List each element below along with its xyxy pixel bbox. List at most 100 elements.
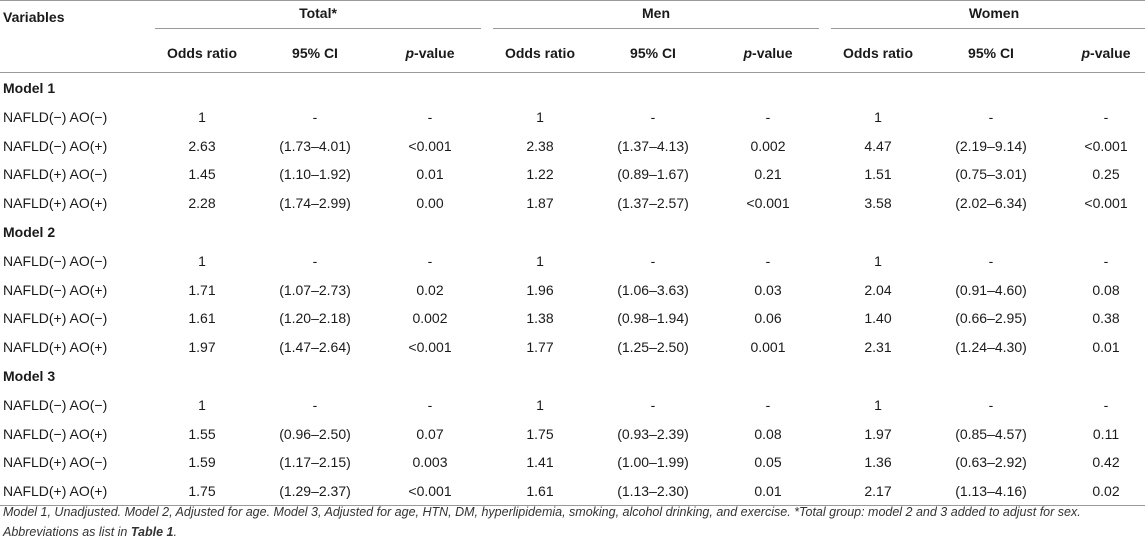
table-row: NAFLD(−) AO(−) 1 - - 1 - - 1 - - [0,103,1145,132]
odds-ratio-cell: 1.55 [188,425,216,442]
table-row: NAFLD(+) AO(−) 1.59 (1.17–2.15) 0.003 1.41 (1… [0,448,1145,477]
model-heading-row: Model 2 [0,217,1145,247]
p-value-cell: 0.25 [1092,166,1120,183]
table-row: NAFLD(−) AO(−) 1 - - 1 - - 1 - - [0,391,1145,420]
odds-ratio-cell: 1.59 [188,454,216,471]
variable-label: NAFLD(−) AO(−) [3,397,108,414]
model-title: Model 1 [3,80,56,96]
odds-ratio-cell: 1.87 [526,194,554,211]
p-value-cell: 0.38 [1092,310,1120,327]
table-row: NAFLD(+) AO(+) 2.28 (1.74–2.99) 0.00 1.87 (1.… [0,189,1145,218]
odds-ratio-cell: 1.96 [526,281,554,298]
odds-ratio-cell: 1.71 [188,281,216,298]
p-value-cell: 0.21 [754,166,782,183]
or-header: Odds ratio [486,33,594,73]
ci-cell: - [312,109,318,126]
odds-ratio-table: Variables Total* Men Women Odds ratio 95… [0,0,1145,506]
ci-cell: (1.17–2.15) [279,454,351,471]
p-value-cell: 0.08 [1092,281,1120,298]
p-value-cell: 0.003 [412,454,448,471]
ci-cell: (0.93–2.39) [617,425,689,442]
odds-ratio-cell: 1 [198,109,206,126]
variable-label: NAFLD(+) AO(−) [3,166,108,183]
odds-ratio-cell: 1.97 [864,425,892,442]
table-row: NAFLD(−) AO(+) 1.71 (1.07–2.73) 0.02 1.96 (1.… [0,276,1145,305]
table-row: NAFLD(+) AO(+) 1.97 (1.47–2.64) <0.001 1.77 (… [0,333,1145,362]
odds-ratio-cell: 2.63 [188,137,216,154]
group-men-header: Men [486,1,824,33]
ci-cell: (0.91–4.60) [955,281,1027,298]
odds-ratio-cell: 2.38 [526,137,554,154]
ci-cell: - [988,109,994,126]
table-footnote: Model 1, Unadjusted. Model 2, Adjusted f… [3,505,1081,539]
p-value-cell: 0.01 [712,476,824,506]
table-row: NAFLD(+) AO(−) 1.45 (1.10–1.92) 0.01 1.22 (0.… [0,160,1145,189]
p-value-cell: <0.001 [408,338,452,355]
odds-ratio-cell: 1.45 [188,166,216,183]
p-value-cell: 0.42 [1092,454,1120,471]
subheader-row: Odds ratio 95% CI p-value Odds ratio 95%… [0,33,1145,73]
ci-header: 95% CI [256,33,374,73]
table-row: NAFLD(−) AO(+) 1.55 (0.96–2.50) 0.07 1.75 (0.… [0,420,1145,449]
p-value-cell: <0.001 [1084,137,1128,154]
ci-cell: - [312,397,318,414]
ci-cell: (0.98–1.94) [617,310,689,327]
odds-ratio-cell: 1 [198,397,206,414]
odds-ratio-cell: 1 [874,253,882,270]
odds-ratio-cell: 1.38 [526,310,554,327]
p-header: p-value [1050,33,1145,73]
odds-ratio-cell: 1.61 [188,310,216,327]
ci-cell: (1.07–2.73) [279,281,351,298]
odds-ratio-cell: 1 [536,253,544,270]
table-row: NAFLD(−) AO(+) 2.63 (1.73–4.01) <0.001 2.38 (… [0,132,1145,161]
ci-cell: (0.66–2.95) [955,310,1027,327]
ci-cell: (1.10–1.92) [279,166,351,183]
p-value-cell: - [427,109,433,126]
ci-cell: (1.13–4.16) [932,476,1050,506]
or-header: Odds ratio [148,33,256,73]
odds-ratio-cell: 1.97 [188,338,216,355]
ci-cell: - [650,253,656,270]
ci-cell: (1.25–2.50) [617,338,689,355]
group-header-row: Variables Total* Men Women [0,1,1145,33]
ci-cell: (1.47–2.64) [279,338,351,355]
ci-cell: - [988,253,994,270]
odds-ratio-cell: 1.36 [864,454,892,471]
p-value-cell: 0.01 [1092,338,1120,355]
variable-label: NAFLD(−) AO(+) [3,137,108,154]
p-value-cell: <0.001 [408,137,452,154]
p-value-cell: - [765,397,771,414]
p-header: p-value [712,33,824,73]
odds-ratio-cell: 2.28 [188,194,216,211]
p-value-cell: <0.001 [746,194,790,211]
odds-ratio-cell: 1.41 [526,454,554,471]
ci-cell: (2.02–6.34) [955,194,1027,211]
ci-cell: (1.13–2.30) [594,476,712,506]
variable-label: NAFLD(+) AO(+) [3,338,108,355]
model-title: Model 3 [3,368,56,384]
or-header: Odds ratio [824,33,932,73]
odds-ratio-cell: 1.40 [864,310,892,327]
odds-ratio-cell: 1.22 [526,166,554,183]
model-heading-row: Model 3 [0,361,1145,391]
p-value-cell: 0.05 [754,454,782,471]
ci-cell: (1.73–4.01) [279,137,351,154]
ci-cell: (0.63–2.92) [955,454,1027,471]
odds-ratio-cell: 2.17 [824,476,932,506]
p-header: p-value [374,33,486,73]
odds-ratio-cell: 3.58 [864,194,892,211]
variables-header: Variables [3,9,65,25]
ci-cell: (0.75–3.01) [955,166,1027,183]
p-value-cell: - [1103,397,1109,414]
ci-cell: (1.00–1.99) [617,454,689,471]
p-value-cell: 0.06 [754,310,782,327]
p-value-cell: - [1103,253,1109,270]
p-value-cell: - [1103,109,1109,126]
odds-ratio-cell: 2.31 [864,338,892,355]
variable-label: NAFLD(+) AO(+) [3,194,108,211]
p-value-cell: 0.03 [754,281,782,298]
table-row: NAFLD(+) AO(+) 1.75 (1.29–2.37) <0.001 1.61(… [0,476,1145,506]
p-value-cell: 0.08 [754,425,782,442]
ci-cell: (0.96–2.50) [279,425,351,442]
